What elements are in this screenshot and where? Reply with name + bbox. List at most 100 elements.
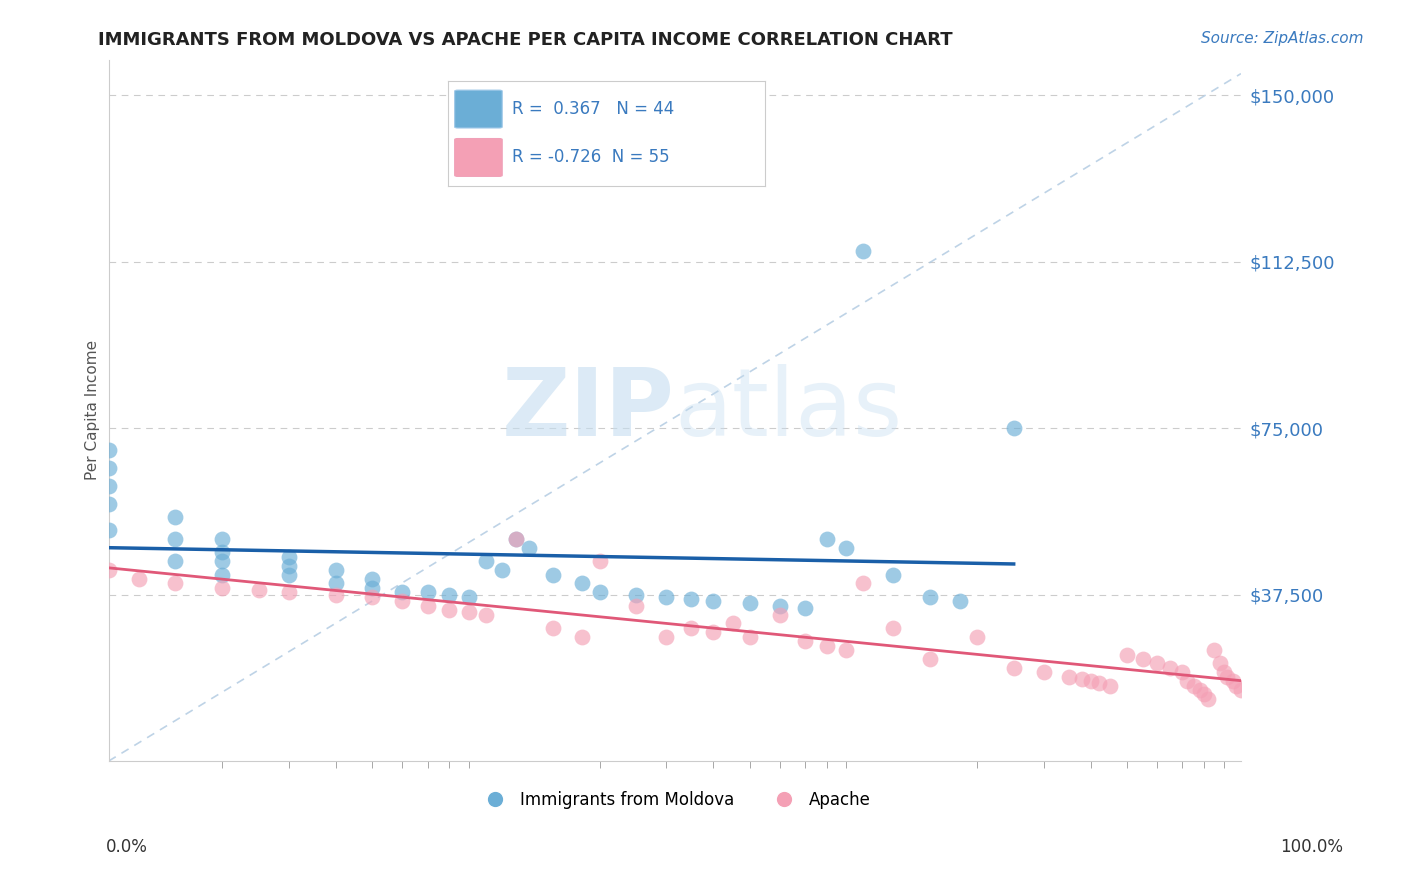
Point bbox=[1175, 674, 1198, 689]
Point bbox=[1182, 679, 1205, 693]
Point bbox=[97, 523, 120, 537]
Point bbox=[97, 443, 120, 458]
Point bbox=[439, 588, 461, 602]
Point bbox=[571, 576, 593, 591]
Point bbox=[589, 585, 612, 599]
Point bbox=[1080, 674, 1102, 689]
Point bbox=[815, 532, 838, 546]
Point bbox=[1146, 657, 1168, 671]
Point bbox=[416, 599, 439, 613]
Point bbox=[505, 532, 527, 546]
Y-axis label: Per Capita Income: Per Capita Income bbox=[86, 340, 100, 481]
Point bbox=[325, 588, 347, 602]
Point bbox=[769, 599, 792, 613]
Point bbox=[1216, 670, 1239, 684]
Point bbox=[626, 599, 648, 613]
Point bbox=[918, 590, 941, 604]
Point bbox=[97, 461, 120, 475]
Point bbox=[738, 630, 761, 644]
Point bbox=[1212, 665, 1234, 680]
Text: 100.0%: 100.0% bbox=[1279, 838, 1343, 855]
Point bbox=[165, 532, 187, 546]
Point bbox=[882, 621, 904, 635]
Point bbox=[1087, 676, 1109, 690]
Point bbox=[681, 621, 703, 635]
Point bbox=[457, 590, 479, 604]
Point bbox=[475, 554, 498, 568]
Point bbox=[165, 554, 187, 568]
Point bbox=[835, 541, 858, 555]
Point bbox=[702, 625, 724, 640]
Point bbox=[391, 585, 413, 599]
Point bbox=[211, 532, 233, 546]
Point bbox=[1099, 679, 1122, 693]
Point bbox=[391, 594, 413, 608]
Point bbox=[97, 479, 120, 493]
Point bbox=[361, 572, 384, 586]
Point bbox=[211, 581, 233, 595]
Point bbox=[852, 244, 875, 258]
Point bbox=[681, 592, 703, 607]
Point bbox=[1057, 670, 1080, 684]
Point bbox=[361, 581, 384, 595]
Point bbox=[1159, 661, 1181, 675]
Point bbox=[769, 607, 792, 622]
Point bbox=[1132, 652, 1154, 666]
Text: atlas: atlas bbox=[675, 364, 903, 457]
Text: IMMIGRANTS FROM MOLDOVA VS APACHE PER CAPITA INCOME CORRELATION CHART: IMMIGRANTS FROM MOLDOVA VS APACHE PER CA… bbox=[98, 31, 953, 49]
Point bbox=[1071, 672, 1094, 686]
Point bbox=[949, 594, 972, 608]
Point bbox=[439, 603, 461, 617]
Point bbox=[277, 585, 299, 599]
Point bbox=[165, 509, 187, 524]
Point bbox=[211, 554, 233, 568]
Point bbox=[505, 532, 527, 546]
Point bbox=[882, 567, 904, 582]
Point bbox=[325, 563, 347, 577]
Point bbox=[277, 567, 299, 582]
Point bbox=[361, 590, 384, 604]
Point bbox=[1002, 421, 1025, 435]
Point bbox=[1116, 648, 1139, 662]
Point bbox=[794, 601, 817, 615]
Text: Source: ZipAtlas.com: Source: ZipAtlas.com bbox=[1201, 31, 1364, 46]
Point bbox=[655, 630, 678, 644]
Point bbox=[835, 643, 858, 657]
Point bbox=[541, 621, 564, 635]
Point bbox=[815, 639, 838, 653]
Point bbox=[247, 583, 270, 598]
Point bbox=[128, 572, 150, 586]
Point bbox=[1002, 661, 1025, 675]
Point bbox=[1230, 683, 1253, 698]
Text: ZIP: ZIP bbox=[502, 364, 675, 457]
Point bbox=[1222, 674, 1244, 689]
Point bbox=[589, 554, 612, 568]
Point bbox=[852, 576, 875, 591]
Point bbox=[541, 567, 564, 582]
Point bbox=[211, 545, 233, 559]
Text: 0.0%: 0.0% bbox=[105, 838, 148, 855]
Point bbox=[475, 607, 498, 622]
Point bbox=[277, 558, 299, 573]
Point bbox=[571, 630, 593, 644]
Point bbox=[97, 497, 120, 511]
Point bbox=[918, 652, 941, 666]
Point bbox=[655, 590, 678, 604]
Point bbox=[165, 576, 187, 591]
Point bbox=[457, 605, 479, 619]
Point bbox=[1032, 665, 1054, 680]
Point bbox=[1204, 643, 1226, 657]
Point bbox=[416, 585, 439, 599]
Legend: Immigrants from Moldova, Apache: Immigrants from Moldova, Apache bbox=[472, 785, 877, 816]
Point bbox=[491, 563, 513, 577]
Point bbox=[702, 594, 724, 608]
Point bbox=[721, 616, 744, 631]
Point bbox=[1225, 679, 1247, 693]
Point bbox=[325, 576, 347, 591]
Point bbox=[1171, 665, 1194, 680]
Point bbox=[1197, 692, 1219, 706]
Point bbox=[626, 588, 648, 602]
Point bbox=[794, 634, 817, 648]
Point bbox=[211, 567, 233, 582]
Point bbox=[966, 630, 988, 644]
